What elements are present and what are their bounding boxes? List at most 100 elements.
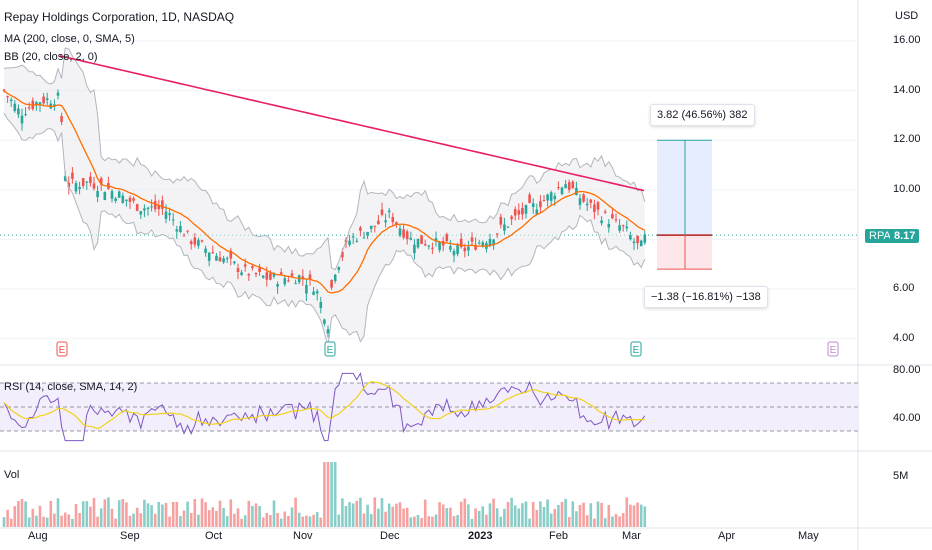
candle-body [434, 238, 438, 242]
candle-body [524, 205, 528, 214]
volume-bar [143, 499, 146, 527]
ma-legend[interactable]: MA (200, close, 0, SMA, 5) [4, 33, 135, 45]
time-tick-label: Apr [718, 530, 736, 542]
candle-body [611, 214, 614, 219]
volume-bar [427, 516, 431, 527]
volume-bar [596, 501, 600, 527]
volume-bar [337, 514, 341, 527]
candle-body [589, 199, 593, 203]
price-tick-label: 12.00 [893, 133, 921, 146]
volume-bar [611, 516, 614, 527]
candle-body [452, 250, 456, 256]
candle-body [355, 240, 359, 242]
volume-bar [578, 504, 582, 527]
candle-body [477, 242, 481, 244]
volume-bar [225, 516, 229, 527]
volume-bar [600, 502, 603, 527]
candle-body [510, 216, 513, 220]
candle-body [189, 241, 193, 245]
volume-bar [330, 462, 333, 527]
candle-body [164, 211, 168, 219]
volume-bar [481, 506, 485, 527]
candle-body [287, 280, 290, 282]
candle-body [81, 178, 85, 186]
candle-body [215, 255, 218, 261]
volume-bar [535, 509, 539, 527]
volume-bar [521, 503, 524, 527]
candle-body [128, 197, 132, 202]
measure-tool[interactable] [657, 139, 712, 270]
candle-body [600, 220, 603, 224]
volume-bar [557, 504, 560, 527]
volume-bar [56, 498, 60, 527]
candle-body [150, 206, 153, 208]
candle-body [139, 211, 143, 215]
volume-bar [287, 515, 290, 527]
candle-body [567, 182, 571, 190]
volume-bar [449, 507, 452, 527]
volume-bar [63, 512, 67, 527]
volume-bar [128, 515, 132, 527]
candle-body [362, 237, 366, 239]
vol-legend[interactable]: Vol [4, 469, 20, 481]
candle-body [492, 239, 495, 246]
rsi-pane [0, 372, 858, 442]
candle-body [607, 223, 611, 228]
candle-body [56, 92, 60, 96]
volume-bar [589, 503, 593, 527]
candle-body [315, 291, 319, 294]
candle-body [13, 103, 17, 112]
bb-legend[interactable]: BB (20, close, 2, 0) [4, 51, 98, 63]
volume-bar [233, 513, 236, 527]
time-tick-label: Aug [28, 530, 48, 542]
measure-down-label[interactable]: −1.38 (−16.81%) −138 [644, 286, 768, 308]
volume-bar [182, 510, 186, 527]
volume-bar [103, 499, 107, 527]
candle-body [618, 225, 621, 231]
candle-body [74, 183, 78, 192]
volume-bar [413, 516, 416, 527]
volume-bar [629, 504, 632, 527]
bollinger-band-fill [4, 48, 645, 347]
rsi-legend[interactable]: RSI (14, close, SMA, 14, 2) [4, 381, 138, 393]
measure-up-label[interactable]: 3.82 (46.56%) 382 [650, 104, 755, 126]
candle-body [254, 273, 258, 275]
volume-bar [207, 510, 211, 527]
candle-body [157, 205, 161, 210]
volume-bar [24, 501, 27, 527]
earnings-marker: E [324, 341, 336, 357]
volume-bar [171, 501, 175, 527]
candle-body [290, 273, 294, 277]
time-tick-label: Mar [622, 530, 641, 542]
volume-bar [67, 514, 71, 527]
candle-body [513, 209, 517, 216]
candle-body [197, 240, 200, 246]
volume-bar [456, 515, 459, 527]
candle-body [503, 224, 506, 231]
candle-body [269, 273, 272, 280]
volume-bar [636, 502, 639, 527]
candle-body [60, 116, 63, 122]
candle-body [276, 284, 279, 287]
candle-body [243, 264, 247, 267]
candle-body [218, 257, 222, 262]
volume-bar [445, 508, 449, 527]
volume-bar [488, 503, 492, 527]
candle-body [171, 219, 175, 221]
volume-bar [387, 503, 391, 527]
candle-body [200, 240, 204, 242]
candle-body [402, 229, 405, 238]
volume-bar [441, 504, 445, 527]
candle-body [585, 203, 589, 206]
earnings-marker-label: E [830, 345, 837, 356]
candle-body [427, 245, 431, 247]
candle-body [384, 220, 387, 223]
candle-body [89, 176, 92, 184]
volume-bar [13, 506, 17, 527]
volume-bar [78, 512, 81, 527]
volume-bar [531, 502, 535, 527]
volume-bar [254, 503, 258, 527]
candle-body [6, 96, 9, 98]
